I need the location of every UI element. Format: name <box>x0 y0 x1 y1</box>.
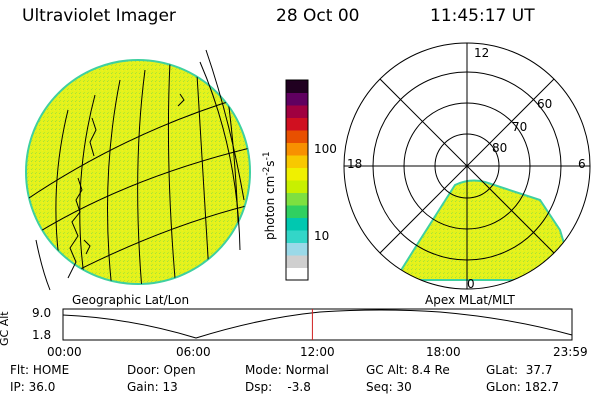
status-ip: IP: 36.0 <box>10 380 56 394</box>
coastline <box>67 93 185 279</box>
colorbar-band <box>286 192 308 206</box>
outside-meridians <box>35 49 245 291</box>
altitude-tick-1-8: 1.8 <box>32 328 52 342</box>
colorbar-band <box>286 130 308 143</box>
mlt-label-12: 12 <box>474 46 490 60</box>
colorbar-band <box>286 80 308 93</box>
date-readout: 28 Oct 00 <box>276 6 360 26</box>
colorbar-band <box>286 267 308 281</box>
status-glon: GLon: 182.7 <box>486 380 559 394</box>
time-tick-1200: 12:00 <box>300 345 335 359</box>
status-gain: Gain: 13 <box>127 380 178 394</box>
colorbar-band <box>286 117 308 131</box>
colorbar-band <box>286 167 308 181</box>
status-glat: GLat: 37.7 <box>486 363 553 377</box>
colorbar <box>285 79 309 281</box>
time-tick-0000: 00:00 <box>47 345 82 359</box>
altitude-curve <box>62 309 573 339</box>
mlat-label-70: 70 <box>512 120 528 134</box>
status-seq: Seq: 30 <box>366 380 412 394</box>
time-tick-1800: 18:00 <box>426 345 461 359</box>
mlat-label-80: 80 <box>492 141 508 155</box>
colorbar-band <box>286 155 308 168</box>
dial-spoke-diag2 <box>379 78 555 254</box>
colorbar-band <box>286 142 308 156</box>
colorbar-band <box>286 230 308 243</box>
altitude-tick-9: 9.0 <box>32 306 52 320</box>
colorbar-band <box>286 92 308 106</box>
colorbar-gradient <box>285 79 309 281</box>
left-panel-label: Geographic Lat/Lon <box>72 293 190 307</box>
mlt-label-18: 18 <box>347 157 363 171</box>
status-dsp: Dsp: -3.8 <box>245 380 311 394</box>
status-mode: Mode: Normal <box>245 363 329 377</box>
colorbar-tick-10: 10 <box>314 229 330 243</box>
colorbar-band <box>286 205 308 218</box>
geographic-grid <box>26 60 250 284</box>
status-flight: Flt: HOME <box>10 363 70 377</box>
mlat-label-60: 60 <box>537 97 553 111</box>
colorbar-band <box>286 255 308 268</box>
right-panel-label: Apex MLat/MLT <box>425 293 515 307</box>
app-title: Ultraviolet Imager <box>22 6 176 26</box>
time-readout: 11:45:17 UT <box>430 6 535 26</box>
status-door: Door: Open <box>127 363 196 377</box>
mlt-label-6: 6 <box>578 157 586 171</box>
mlt-label-0: 0 <box>467 277 475 291</box>
colorbar-band <box>286 105 308 118</box>
colorbar-tick-100: 100 <box>314 142 337 156</box>
colorbar-band <box>286 180 308 193</box>
colorbar-band <box>286 242 308 256</box>
time-tick-0600: 06:00 <box>176 345 211 359</box>
colorbar-band <box>286 217 308 231</box>
status-gc-alt: GC Alt: 8.4 Re <box>366 363 450 377</box>
altitude-plot-frame <box>62 308 573 341</box>
colorbar-frame <box>285 79 309 281</box>
time-tick-2359: 23:59 <box>553 345 588 359</box>
